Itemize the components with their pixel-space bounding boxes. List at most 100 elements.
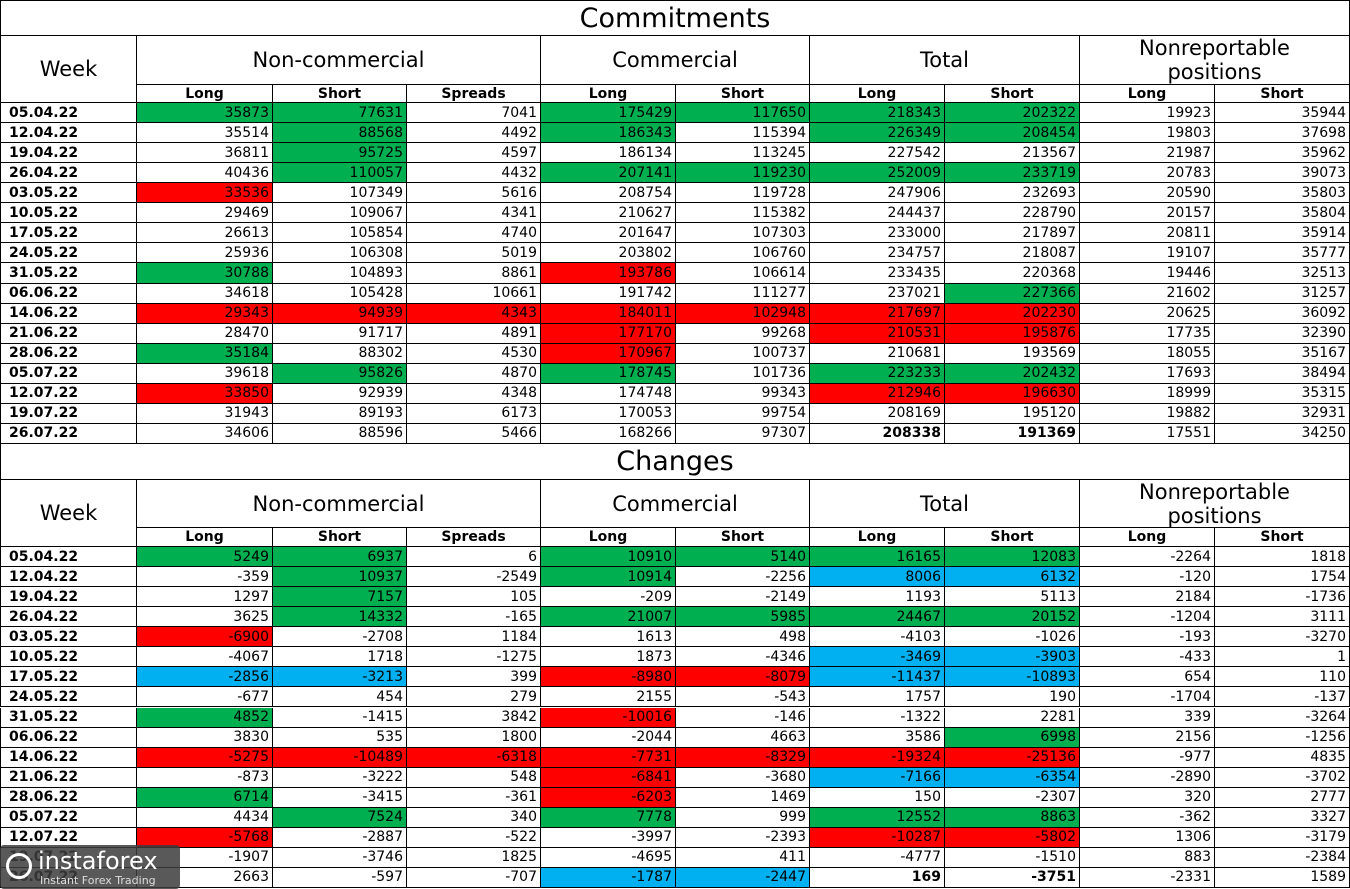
value-cell: 36811 (137, 143, 273, 164)
value-cell: 1818 (1215, 547, 1350, 568)
value-cell: 99268 (676, 323, 810, 344)
value-cell: 191742 (541, 283, 676, 304)
value-cell: 186134 (541, 143, 676, 164)
value-cell: 228790 (945, 203, 1080, 224)
value-cell: 178745 (541, 363, 676, 384)
week-label: 31.05.22 (0, 707, 137, 728)
value-cell: 119728 (676, 183, 810, 204)
value-cell: 4341 (407, 203, 541, 224)
value-cell: 95826 (273, 363, 407, 384)
value-cell: 14332 (273, 607, 407, 628)
value-cell: 279 (407, 687, 541, 708)
value-cell: 10910 (541, 547, 676, 568)
value-cell: -1204 (1080, 607, 1215, 628)
value-cell: 195120 (945, 403, 1080, 424)
value-cell: 4348 (407, 383, 541, 404)
value-cell: -2307 (945, 787, 1080, 808)
week-label: 05.07.22 (0, 807, 137, 828)
week-label: 03.05.22 (0, 183, 137, 204)
value-cell: 10914 (541, 567, 676, 588)
value-cell: 30788 (137, 263, 273, 284)
value-cell: 34618 (137, 283, 273, 304)
value-cell: 35962 (1215, 143, 1350, 164)
value-cell: 218343 (810, 103, 945, 124)
value-cell: 18055 (1080, 343, 1215, 364)
value-cell: 210531 (810, 323, 945, 344)
value-cell: -3415 (273, 787, 407, 808)
value-cell: 20625 (1080, 303, 1215, 324)
group-header: Non-commercial (137, 36, 541, 85)
column-header: Long (137, 528, 273, 548)
value-cell: -2256 (676, 567, 810, 588)
value-cell: 105854 (273, 223, 407, 244)
value-cell: 3111 (1215, 607, 1350, 628)
week-label: 28.06.22 (0, 787, 137, 808)
value-cell: 35804 (1215, 203, 1350, 224)
value-cell: 202432 (945, 363, 1080, 384)
value-cell: -2887 (273, 827, 407, 848)
value-cell: -2549 (407, 567, 541, 588)
logo-icon (6, 853, 32, 879)
value-cell: 31943 (137, 403, 273, 424)
value-cell: 37698 (1215, 123, 1350, 144)
value-cell: 4492 (407, 123, 541, 144)
group-header-text: Non-commercial (252, 48, 425, 72)
value-cell: -1256 (1215, 727, 1350, 748)
value-cell: 210627 (541, 203, 676, 224)
value-cell: 105 (407, 587, 541, 608)
value-cell: -7166 (810, 767, 945, 788)
value-cell: -3264 (1215, 707, 1350, 728)
value-cell: 24467 (810, 607, 945, 628)
value-cell: 104893 (273, 263, 407, 284)
value-cell: 1297 (137, 587, 273, 608)
value-cell: 34250 (1215, 423, 1350, 444)
value-cell: 35315 (1215, 383, 1350, 404)
week-label: 12.07.22 (0, 383, 137, 404)
value-cell: 21987 (1080, 143, 1215, 164)
value-cell: -362 (1080, 807, 1215, 828)
value-cell: 39618 (137, 363, 273, 384)
value-cell: 883 (1080, 847, 1215, 868)
value-cell: 26613 (137, 223, 273, 244)
week-label: 10.05.22 (0, 647, 137, 668)
value-cell: -597 (273, 867, 407, 889)
group-header-text: Non-commercial (252, 491, 425, 516)
value-cell: -2890 (1080, 767, 1215, 788)
column-header: Long (1080, 528, 1215, 548)
value-cell: -10016 (541, 707, 676, 728)
value-cell: 535 (273, 727, 407, 748)
column-header: Short (945, 528, 1080, 548)
value-cell: -977 (1080, 747, 1215, 768)
value-cell: -3702 (1215, 767, 1350, 788)
value-cell: 399 (407, 667, 541, 688)
value-cell: 20590 (1080, 183, 1215, 204)
value-cell: 208338 (810, 423, 945, 444)
group-header: Commercial (541, 480, 810, 529)
value-cell: 4434 (137, 807, 273, 828)
week-label: 06.06.22 (0, 283, 137, 304)
column-header: Short (676, 528, 810, 548)
value-cell: -3213 (273, 667, 407, 688)
group-header: Non-commercial (137, 480, 541, 529)
value-cell: 320 (1080, 787, 1215, 808)
value-cell: -3903 (945, 647, 1080, 668)
value-cell: -1704 (1080, 687, 1215, 708)
value-cell: 340 (407, 807, 541, 828)
value-cell: 20783 (1080, 163, 1215, 184)
value-cell: 35167 (1215, 343, 1350, 364)
value-cell: 339 (1080, 707, 1215, 728)
value-cell: 107349 (273, 183, 407, 204)
value-cell: 175429 (541, 103, 676, 124)
column-header: Short (676, 85, 810, 103)
value-cell: 1873 (541, 647, 676, 668)
value-cell: -3997 (541, 827, 676, 848)
value-cell: 17735 (1080, 323, 1215, 344)
value-cell: -2447 (676, 867, 810, 889)
value-cell: -3469 (810, 647, 945, 668)
value-cell: 1757 (810, 687, 945, 708)
value-cell: -6900 (137, 627, 273, 648)
brand: instaforex (38, 847, 158, 875)
value-cell: 7778 (541, 807, 676, 828)
value-cell: 21602 (1080, 283, 1215, 304)
value-cell: 201647 (541, 223, 676, 244)
